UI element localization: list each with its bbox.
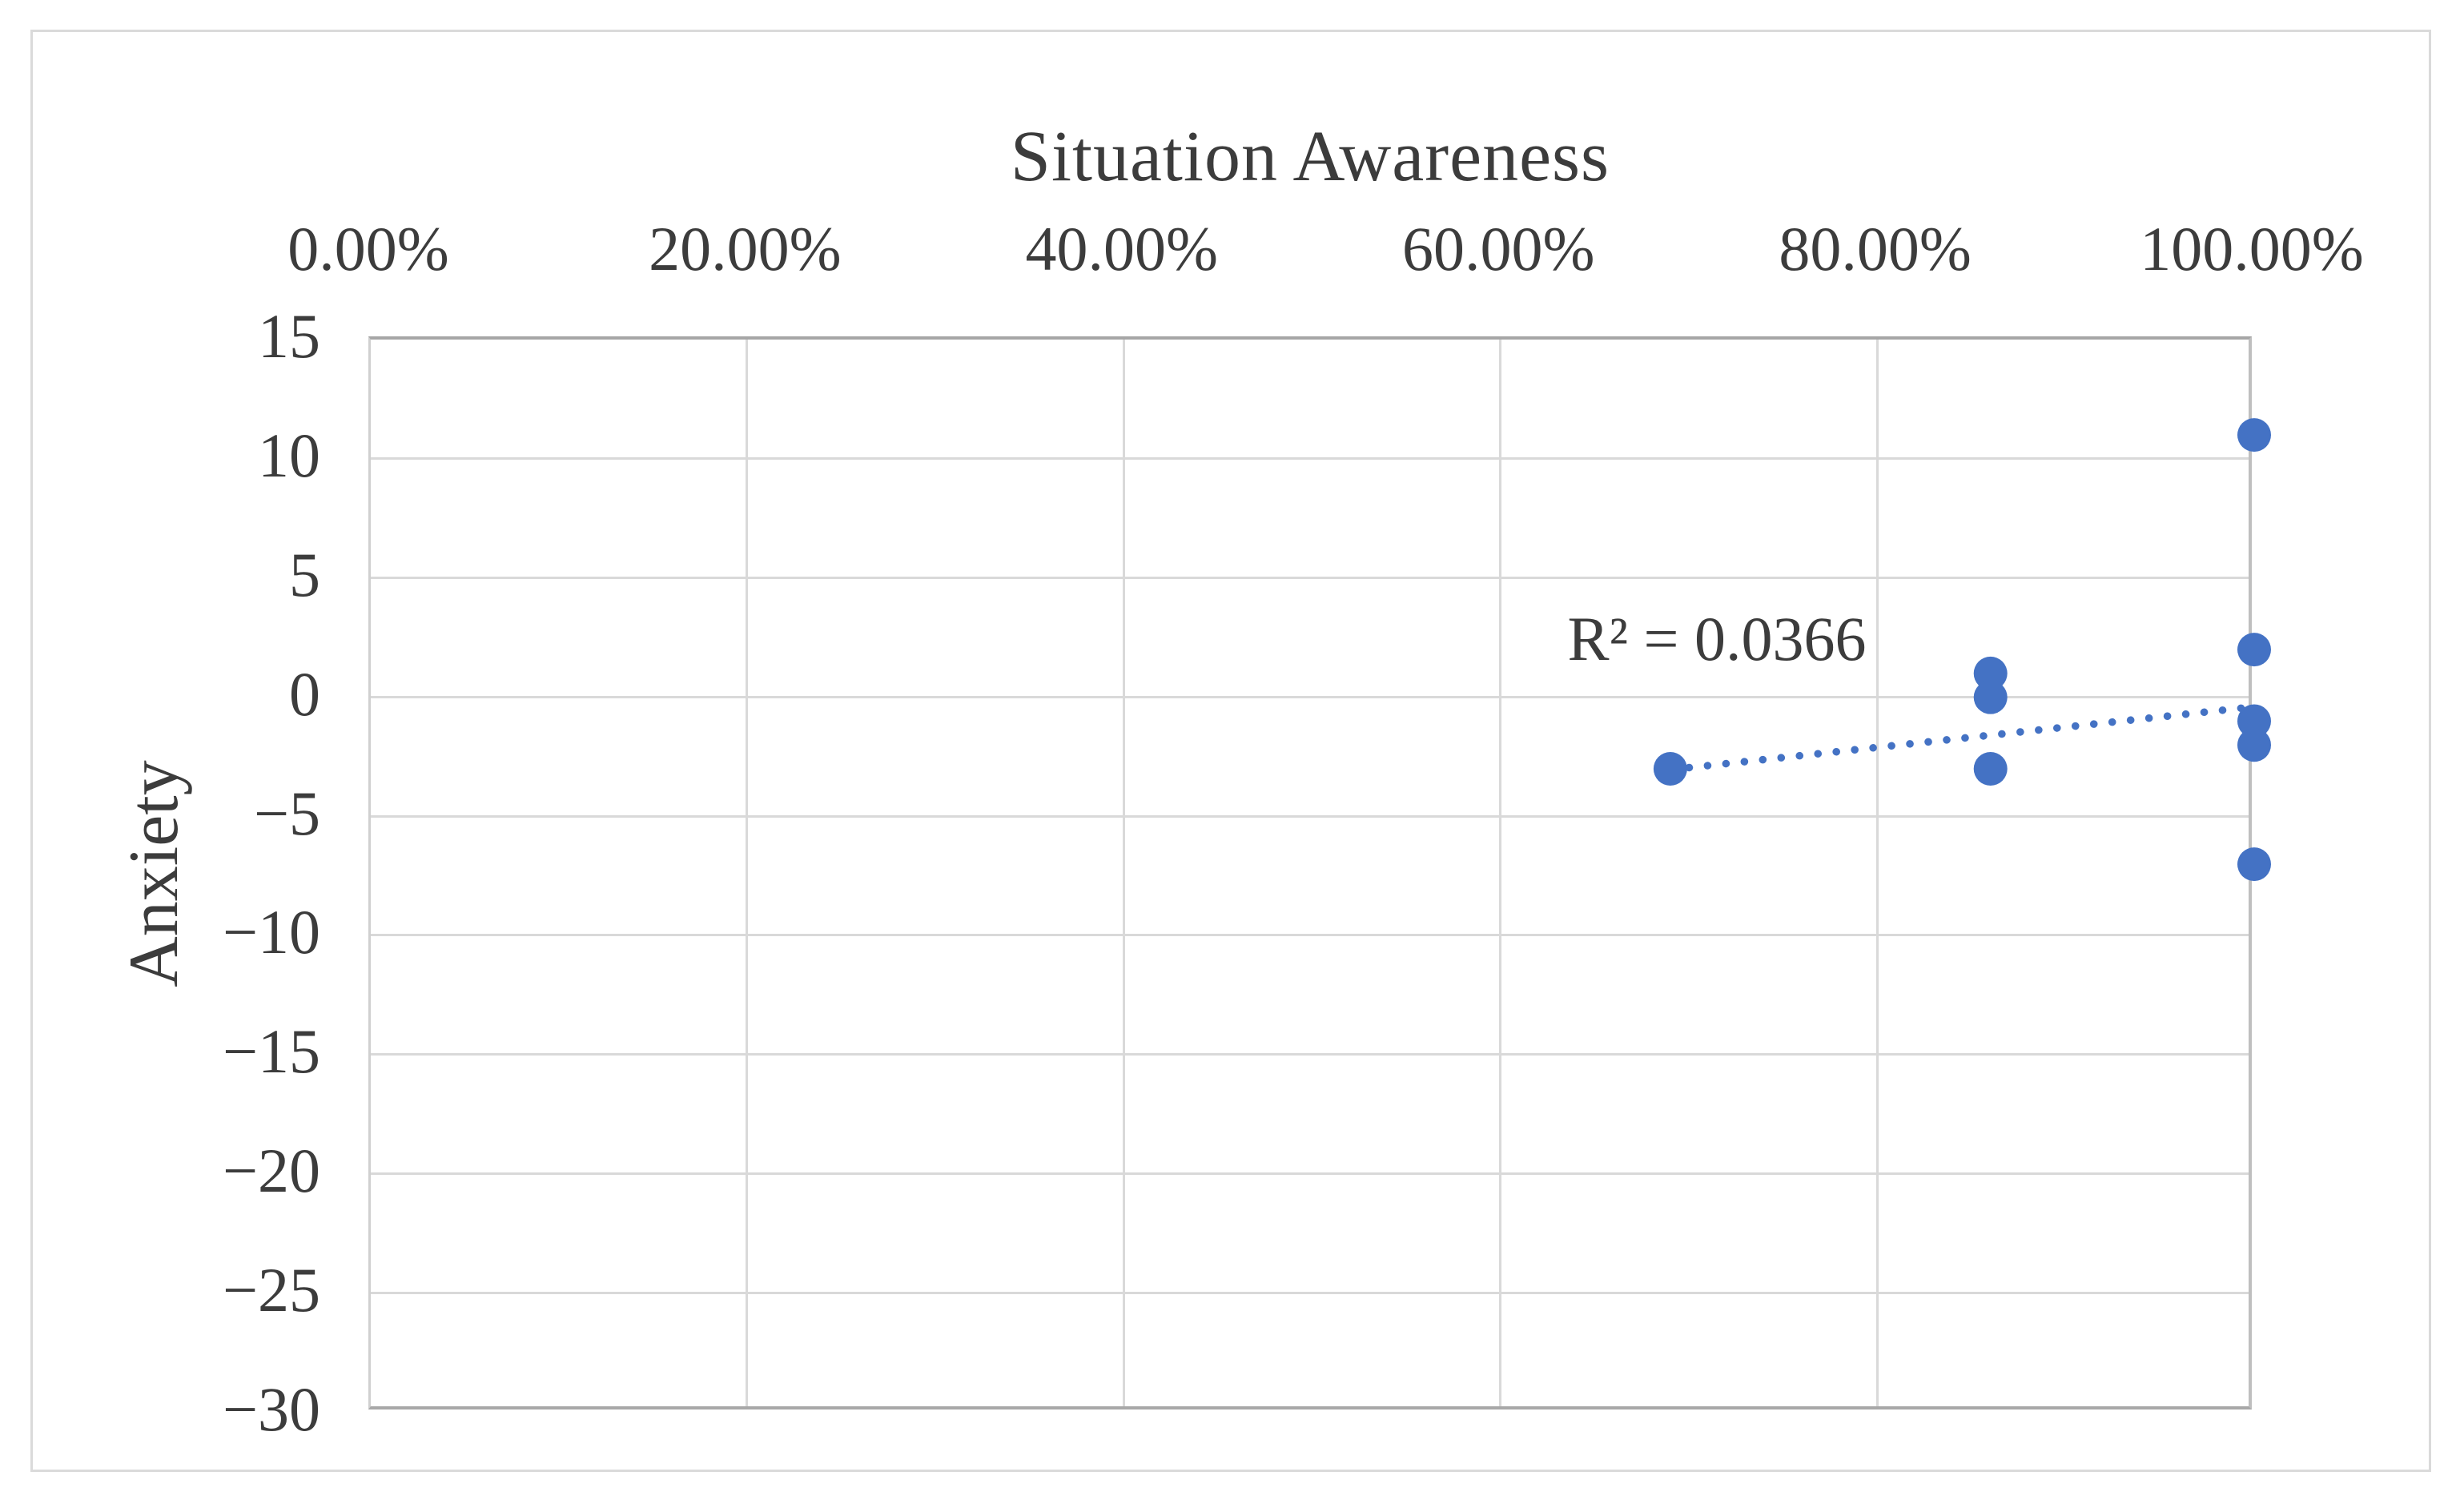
scatter-point xyxy=(2237,704,2271,738)
y-axis-tick-label: 5 xyxy=(289,539,320,609)
scatter-point xyxy=(2237,847,2271,882)
scatter-point xyxy=(1973,752,2008,786)
scatter-layer xyxy=(1653,418,2271,882)
x-axis-tick-label: 0.00% xyxy=(287,214,449,284)
figure-border xyxy=(30,30,2431,1472)
horizontal-gridline xyxy=(371,695,2249,698)
y-axis-tick-label: 0 xyxy=(289,658,320,729)
x-axis-tick-label: 40.00% xyxy=(1025,214,1219,284)
y-axis-tick-label: −5 xyxy=(254,778,320,848)
vertical-gridline xyxy=(1875,340,1879,1406)
scatter-point xyxy=(1973,656,2008,690)
y-axis-tick-label: −25 xyxy=(223,1255,320,1325)
horizontal-gridline xyxy=(371,934,2249,937)
horizontal-gridline xyxy=(371,1172,2249,1176)
horizontal-gridline xyxy=(371,1053,2249,1056)
vertical-gridline xyxy=(1499,340,1502,1406)
scatter-point xyxy=(2237,418,2271,452)
scatter-point xyxy=(1653,752,1687,786)
chart-title: Situation Awareness xyxy=(1010,117,1610,196)
x-axis-tick-label: 20.00% xyxy=(649,214,842,284)
y-axis-tick-label: −30 xyxy=(223,1374,320,1444)
vertical-gridline xyxy=(1122,340,1125,1406)
horizontal-gridline xyxy=(371,814,2249,818)
scatter-point xyxy=(2237,633,2271,667)
scatter-point xyxy=(1973,680,2008,714)
horizontal-gridline xyxy=(371,1292,2249,1295)
x-axis-tick-label: 80.00% xyxy=(1779,214,1972,284)
trendline xyxy=(1685,702,2258,772)
y-axis-title: Anxiety xyxy=(115,760,193,987)
r-squared-annotation: R² = 0.0366 xyxy=(1567,604,1867,674)
horizontal-gridline xyxy=(371,456,2249,460)
x-axis-tick-label: 60.00% xyxy=(1401,214,1595,284)
y-axis-tick-label: 15 xyxy=(258,301,320,371)
x-axis-tick-label: 100.00% xyxy=(2140,214,2364,284)
plot-area xyxy=(368,336,2271,1409)
scatter-point xyxy=(2237,728,2271,762)
y-axis-tick-label: −10 xyxy=(223,897,320,967)
y-axis-tick-label: −20 xyxy=(223,1136,320,1206)
vertical-gridline xyxy=(746,340,749,1406)
y-axis-tick-label: 10 xyxy=(258,420,320,490)
horizontal-gridline xyxy=(371,576,2249,579)
y-axis-tick-label: −15 xyxy=(223,1016,320,1087)
